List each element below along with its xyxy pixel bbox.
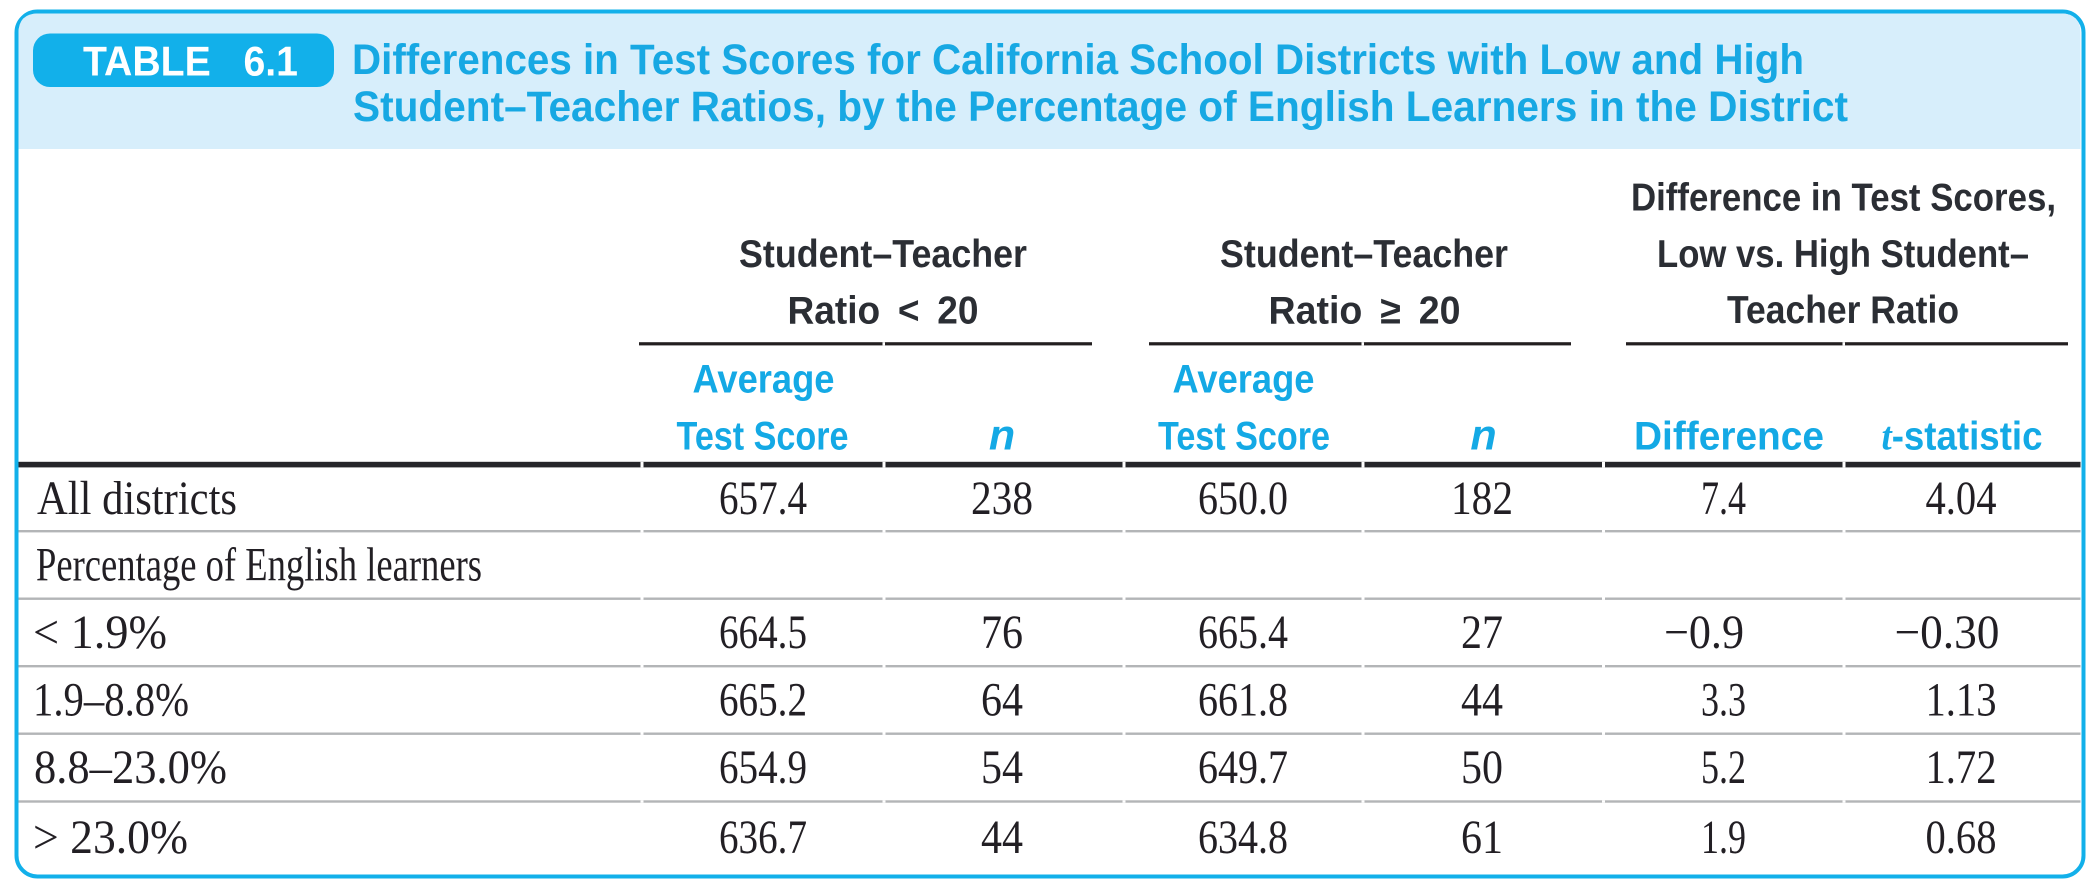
svg-text:44: 44 (1461, 674, 1503, 727)
svg-text:All districts: All districts (37, 472, 237, 525)
svg-text:8.8–23.0%: 8.8–23.0% (34, 741, 227, 794)
svg-text:1.72: 1.72 (1926, 741, 1997, 794)
svg-text:0.68: 0.68 (1926, 811, 1997, 864)
svg-text:657.4: 657.4 (719, 472, 807, 525)
svg-text:Test Score: Test Score (1158, 415, 1330, 459)
svg-text:50: 50 (1461, 741, 1503, 794)
svg-text:634.8: 634.8 (1198, 811, 1288, 864)
svg-text:Differences in Test Scores for: Differences in Test Scores for Californi… (352, 36, 1804, 84)
svg-text:54: 54 (981, 741, 1023, 794)
svg-text:5.2: 5.2 (1701, 741, 1746, 794)
svg-text:Student–Teacher Ratios, by the: Student–Teacher Ratios, by the Percentag… (353, 83, 1848, 131)
svg-text:661.8: 661.8 (1198, 674, 1288, 727)
svg-text:1.9: 1.9 (1701, 811, 1746, 864)
svg-text:27: 27 (1461, 606, 1503, 659)
svg-text:n: n (989, 412, 1015, 460)
svg-text:650.0: 650.0 (1198, 472, 1288, 525)
svg-text:−0.9: −0.9 (1664, 606, 1744, 659)
svg-text:> 23.0%: > 23.0% (33, 811, 188, 864)
svg-text:44: 44 (981, 811, 1023, 864)
svg-text:Student–Teacher: Student–Teacher (739, 233, 1027, 276)
svg-text:Difference in Test Scores,: Difference in Test Scores, (1631, 177, 2056, 220)
svg-text:3.3: 3.3 (1701, 674, 1746, 727)
svg-text:665.2: 665.2 (719, 674, 807, 727)
svg-text:182: 182 (1451, 472, 1513, 525)
svg-text:Teacher Ratio: Teacher Ratio (1727, 289, 1959, 332)
svg-text:Student–Teacher: Student–Teacher (1220, 233, 1508, 276)
svg-text:Test Score: Test Score (677, 415, 849, 459)
svg-text:t-statistic: t-statistic (1882, 414, 2043, 459)
svg-text:238: 238 (971, 472, 1033, 525)
svg-text:Average: Average (1173, 358, 1315, 402)
svg-text:649.7: 649.7 (1198, 741, 1288, 794)
svg-text:664.5: 664.5 (719, 606, 807, 659)
svg-text:Average: Average (693, 358, 835, 402)
svg-text:4.04: 4.04 (1926, 472, 1997, 525)
svg-text:Percentage of English learners: Percentage of English learners (36, 539, 482, 592)
svg-text:< 1.9%: < 1.9% (33, 606, 167, 659)
svg-text:654.9: 654.9 (719, 741, 807, 794)
svg-text:n: n (1470, 412, 1496, 460)
svg-text:1.9–8.8%: 1.9–8.8% (33, 674, 189, 727)
svg-text:7.4: 7.4 (1701, 472, 1746, 525)
svg-text:Ratio < 20: Ratio < 20 (788, 290, 979, 333)
svg-text:−0.30: −0.30 (1895, 606, 2000, 659)
svg-text:64: 64 (981, 674, 1023, 727)
svg-text:TABLE 6.1: TABLE 6.1 (83, 38, 298, 85)
svg-text:Difference: Difference (1634, 415, 1824, 459)
svg-text:76: 76 (981, 606, 1023, 659)
svg-text:665.4: 665.4 (1198, 606, 1288, 659)
svg-text:636.7: 636.7 (719, 811, 807, 864)
svg-text:61: 61 (1461, 811, 1503, 864)
svg-text:1.13: 1.13 (1926, 674, 1997, 727)
svg-text:Low vs. High Student–: Low vs. High Student– (1657, 233, 2029, 276)
svg-text:Ratio ≥ 20: Ratio ≥ 20 (1269, 290, 1461, 333)
